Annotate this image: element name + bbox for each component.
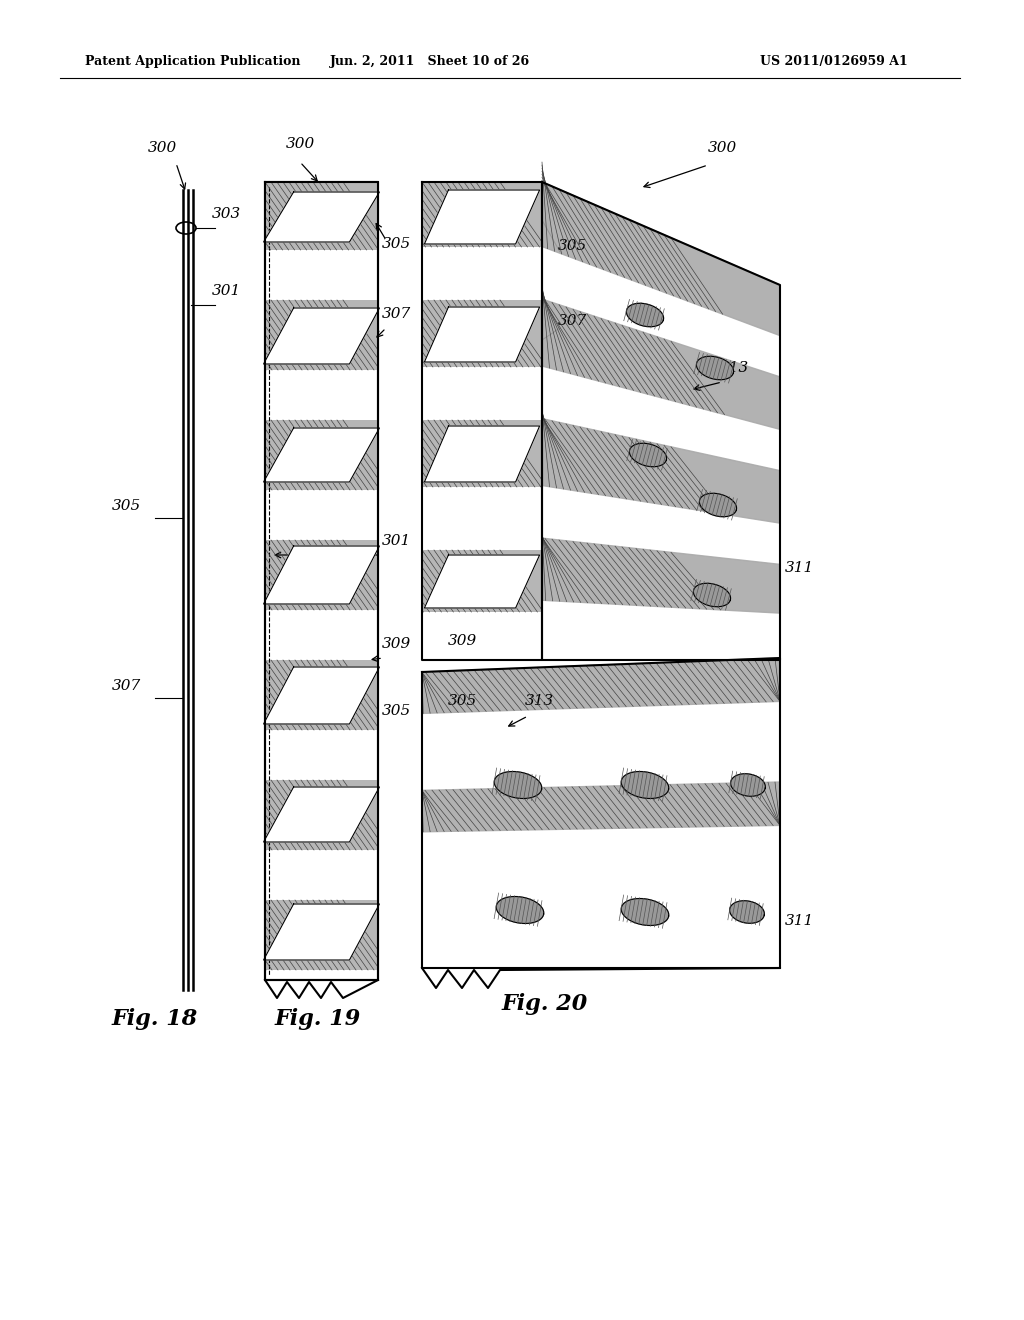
Polygon shape <box>263 308 380 364</box>
Polygon shape <box>542 182 780 335</box>
Polygon shape <box>542 300 780 429</box>
Text: 305: 305 <box>558 239 587 253</box>
Polygon shape <box>622 899 669 925</box>
Polygon shape <box>263 904 380 960</box>
Text: Fig. 18: Fig. 18 <box>112 1008 198 1030</box>
Text: 311: 311 <box>785 913 814 928</box>
Text: 307: 307 <box>382 308 412 321</box>
Text: 311: 311 <box>785 561 814 576</box>
Polygon shape <box>424 426 540 482</box>
Polygon shape <box>542 418 780 523</box>
Polygon shape <box>622 771 669 799</box>
Text: 305: 305 <box>449 694 477 708</box>
Polygon shape <box>495 771 542 799</box>
Text: 301: 301 <box>212 284 242 298</box>
Text: US 2011/0126959 A1: US 2011/0126959 A1 <box>760 55 907 69</box>
Polygon shape <box>263 667 380 723</box>
Polygon shape <box>542 182 780 660</box>
Polygon shape <box>424 190 540 244</box>
Text: 301: 301 <box>382 535 412 548</box>
Bar <box>265 300 378 370</box>
Text: 309: 309 <box>382 638 412 651</box>
Polygon shape <box>699 494 736 516</box>
Bar <box>422 182 542 247</box>
Bar <box>265 420 378 490</box>
Bar <box>422 182 542 660</box>
Polygon shape <box>422 657 780 713</box>
Text: 300: 300 <box>286 137 315 150</box>
Text: 305: 305 <box>382 238 412 251</box>
Polygon shape <box>422 781 780 832</box>
Text: 307: 307 <box>112 678 141 693</box>
Polygon shape <box>497 896 544 924</box>
Bar <box>422 550 542 612</box>
Polygon shape <box>693 583 730 607</box>
Text: Fig. 19: Fig. 19 <box>274 1008 361 1030</box>
Polygon shape <box>630 444 667 467</box>
Polygon shape <box>731 774 765 796</box>
Text: 303: 303 <box>212 207 242 220</box>
Polygon shape <box>263 428 380 482</box>
Bar <box>265 182 378 249</box>
Bar <box>422 420 542 487</box>
Polygon shape <box>263 191 380 242</box>
Text: 307: 307 <box>558 314 587 327</box>
Polygon shape <box>730 900 764 923</box>
Polygon shape <box>627 304 664 327</box>
Text: 305: 305 <box>382 704 412 718</box>
Bar <box>265 182 378 979</box>
Polygon shape <box>696 356 733 380</box>
Polygon shape <box>263 787 380 842</box>
Text: 313: 313 <box>525 694 554 708</box>
Text: 305: 305 <box>112 499 141 513</box>
Text: 313: 313 <box>720 360 750 375</box>
Text: 300: 300 <box>708 141 737 154</box>
Bar <box>265 540 378 610</box>
Text: 309: 309 <box>449 634 477 648</box>
Bar <box>265 900 378 970</box>
Bar <box>265 660 378 730</box>
Polygon shape <box>422 657 780 968</box>
Polygon shape <box>542 539 780 612</box>
Bar <box>422 300 542 367</box>
Text: Patent Application Publication: Patent Application Publication <box>85 55 300 69</box>
Polygon shape <box>424 554 540 609</box>
Text: Jun. 2, 2011   Sheet 10 of 26: Jun. 2, 2011 Sheet 10 of 26 <box>330 55 530 69</box>
Polygon shape <box>424 308 540 362</box>
Bar <box>265 780 378 850</box>
Text: Fig. 20: Fig. 20 <box>502 993 588 1015</box>
Polygon shape <box>263 546 380 605</box>
Text: 300: 300 <box>148 141 177 154</box>
